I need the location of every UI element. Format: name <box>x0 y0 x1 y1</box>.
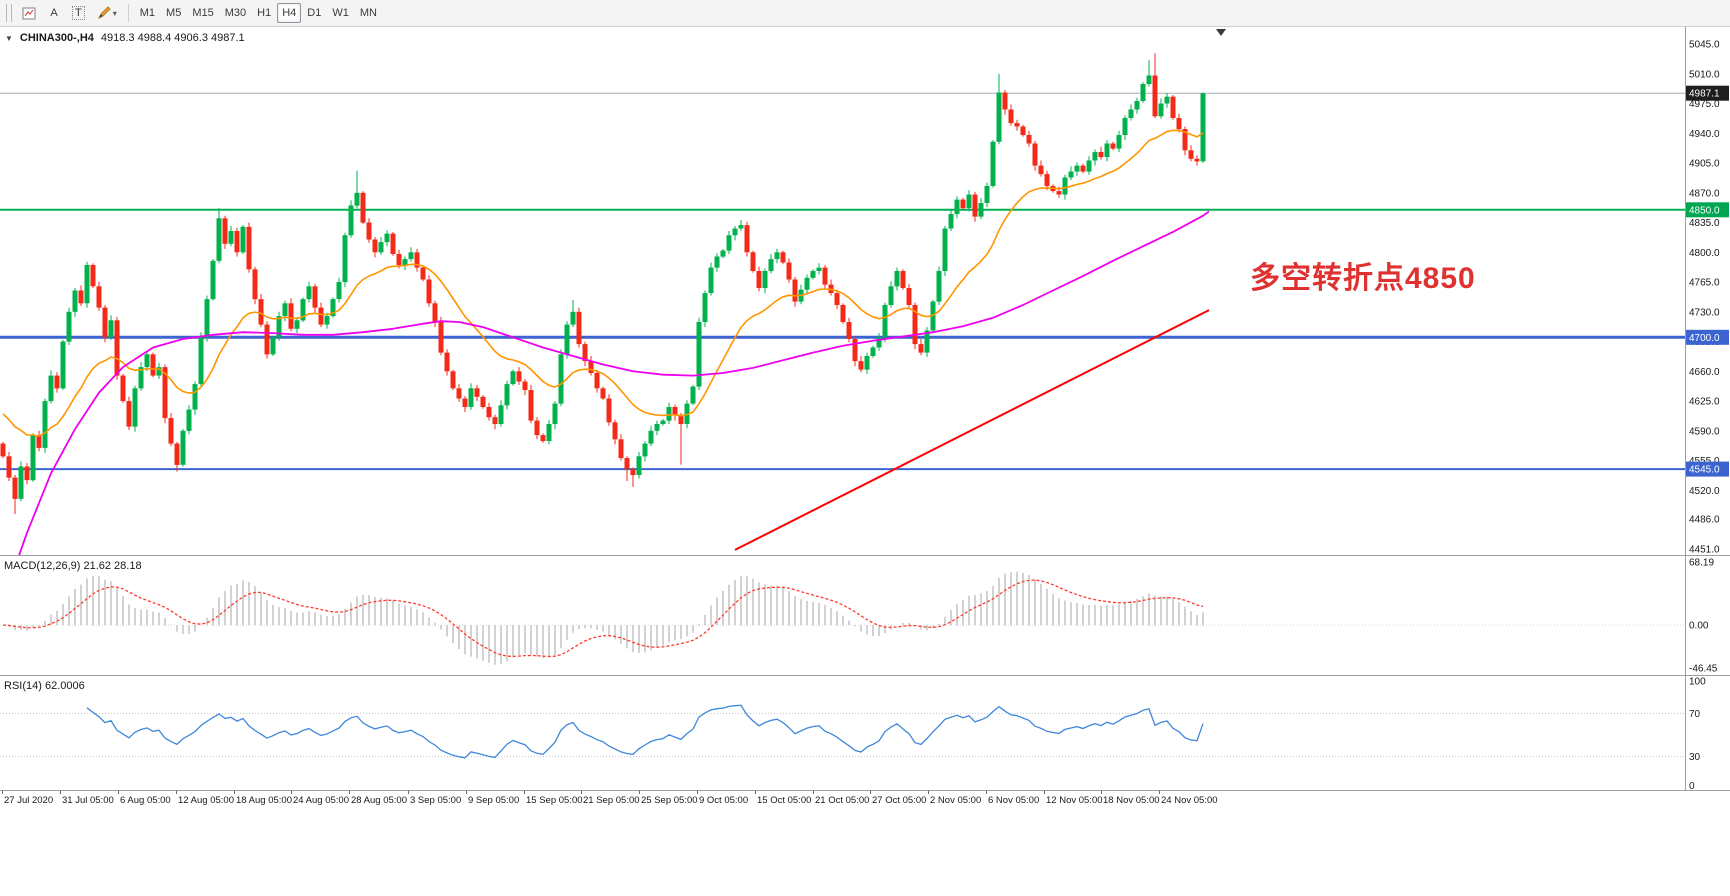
svg-text:4987.1: 4987.1 <box>1689 89 1720 100</box>
svg-text:6 Aug 05:00: 6 Aug 05:00 <box>120 795 171 806</box>
dropdown-arrow-icon: ▾ <box>112 8 117 18</box>
svg-text:15 Sep 05:00: 15 Sep 05:00 <box>526 795 583 806</box>
svg-text:2 Nov 05:00: 2 Nov 05:00 <box>930 795 981 806</box>
svg-text:70: 70 <box>1689 709 1701 720</box>
svg-text:24 Nov 05:00: 24 Nov 05:00 <box>1161 795 1218 806</box>
svg-text:4700.0: 4700.0 <box>1689 333 1720 344</box>
macd-label: MACD(12,26,9) 21.62 28.18 <box>4 560 142 572</box>
svg-text:4765.0: 4765.0 <box>1689 278 1720 289</box>
ma-fast <box>2 129 1204 437</box>
svg-text:4870.0: 4870.0 <box>1689 188 1720 199</box>
svg-text:28 Aug 05:00: 28 Aug 05:00 <box>351 795 407 806</box>
svg-text:4835.0: 4835.0 <box>1689 218 1720 229</box>
svg-text:27 Jul 2020: 27 Jul 2020 <box>4 795 53 806</box>
tf-button-d1[interactable]: D1 <box>307 7 322 19</box>
tf-button-m30[interactable]: M30 <box>224 7 247 19</box>
tf-button-w1[interactable]: W1 <box>332 7 349 19</box>
macd-signal <box>2 579 1204 658</box>
svg-text:4590.0: 4590.0 <box>1689 426 1720 437</box>
svg-text:4660.0: 4660.0 <box>1689 367 1720 378</box>
svg-text:4800.0: 4800.0 <box>1689 248 1720 259</box>
price-badge-4545.0: 4545.0 <box>1686 461 1729 477</box>
svg-text:3 Sep 05:00: 3 Sep 05:00 <box>410 795 461 806</box>
svg-text:24 Aug 05:00: 24 Aug 05:00 <box>293 795 349 806</box>
tf-button-mn[interactable]: MN <box>359 7 377 19</box>
colors-button[interactable]: ▾ <box>92 3 122 23</box>
svg-text:5045.0: 5045.0 <box>1689 40 1720 51</box>
svg-text:27 Oct 05:00: 27 Oct 05:00 <box>872 795 926 806</box>
text-annotation-button[interactable]: A <box>50 7 58 19</box>
svg-text:12 Aug 05:00: 12 Aug 05:00 <box>178 795 234 806</box>
macd-histogram <box>8 571 1204 665</box>
toolbar: A T ▾ M1 M5 M15 M30 H1 H4 D1 W1 MN <box>0 0 1730 27</box>
price-badge-4850.0: 4850.0 <box>1686 202 1729 218</box>
svg-text:4975.0: 4975.0 <box>1689 99 1720 110</box>
annotation-text[interactable]: 多空转折点4850 <box>1250 262 1476 295</box>
toolbar-grip[interactable] <box>6 4 12 22</box>
svg-text:4940.0: 4940.0 <box>1689 129 1720 140</box>
chart-window[interactable]: 5045.0 5010.0 4975.0 4940.0 4905.0 4870.0 4835… <box>0 27 1730 896</box>
svg-text:4625.0: 4625.0 <box>1689 397 1720 408</box>
svg-text:30: 30 <box>1689 752 1701 763</box>
price-badge-4700.0: 4700.0 <box>1686 329 1729 345</box>
tf-button-h4[interactable]: H4 <box>277 3 302 23</box>
svg-text:21 Sep 05:00: 21 Sep 05:00 <box>583 795 640 806</box>
svg-text:0: 0 <box>1689 781 1695 792</box>
text-box-label: T <box>72 6 85 20</box>
svg-text:5010.0: 5010.0 <box>1689 69 1720 80</box>
rsi-line <box>86 704 1204 759</box>
chart-title: CHINA300-,H4 <box>19 32 94 44</box>
svg-text:-46.45: -46.45 <box>1689 664 1718 675</box>
svg-text:9 Oct 05:00: 9 Oct 05:00 <box>699 795 748 806</box>
svg-text:21 Oct 05:00: 21 Oct 05:00 <box>815 795 869 806</box>
svg-text:0.00: 0.00 <box>1689 621 1709 632</box>
trendline <box>734 309 1210 551</box>
svg-text:15 Oct 05:00: 15 Oct 05:00 <box>757 795 811 806</box>
svg-text:12 Nov 05:00: 12 Nov 05:00 <box>1046 795 1103 806</box>
ma-slow <box>18 210 1210 555</box>
svg-text:68.19: 68.19 <box>1689 558 1714 569</box>
svg-text:4905.0: 4905.0 <box>1689 159 1720 170</box>
svg-text:4520.0: 4520.0 <box>1689 486 1720 497</box>
toolbar-separator <box>127 4 129 22</box>
chart-header: ▼ CHINA300-,H4 4918.3 4988.4 4906.3 4987… <box>5 32 245 44</box>
rsi-label: RSI(14) 62.0006 <box>4 680 85 692</box>
svg-text:31 Jul 05:00: 31 Jul 05:00 <box>62 795 114 806</box>
text-box-button[interactable]: T <box>67 3 90 23</box>
timeframe-buttons: M1 M5 M15 M30 H1 H4 D1 W1 MN <box>135 3 382 23</box>
chart-dropdown-icon[interactable]: ▼ <box>5 33 13 43</box>
tf-button-m1[interactable]: M1 <box>139 7 156 19</box>
svg-text:18 Nov 05:00: 18 Nov 05:00 <box>1103 795 1160 806</box>
chart-shift-marker[interactable] <box>1216 29 1226 36</box>
chart-menu-button[interactable] <box>17 3 41 23</box>
svg-text:4545.0: 4545.0 <box>1689 465 1720 476</box>
candles <box>0 53 1206 515</box>
price-badge-4987.1: 4987.1 <box>1686 85 1729 101</box>
svg-text:4486.0: 4486.0 <box>1689 515 1720 526</box>
crayon-icon <box>97 6 111 20</box>
svg-text:4850.0: 4850.0 <box>1689 205 1720 216</box>
svg-text:25 Sep 05:00: 25 Sep 05:00 <box>641 795 698 806</box>
svg-text:18 Aug 05:00: 18 Aug 05:00 <box>236 795 292 806</box>
price-chart[interactable]: 5045.0 5010.0 4975.0 4940.0 4905.0 4870.0 4835… <box>0 27 1730 896</box>
svg-text:9 Sep 05:00: 9 Sep 05:00 <box>468 795 519 806</box>
svg-text:6 Nov 05:00: 6 Nov 05:00 <box>988 795 1039 806</box>
chart-ohlc: 4918.3 4988.4 4906.3 4987.1 <box>100 32 245 44</box>
tf-button-h1[interactable]: H1 <box>257 7 272 19</box>
mini-chart-icon <box>22 7 36 19</box>
tf-button-m5[interactable]: M5 <box>166 7 182 19</box>
svg-text:4451.0: 4451.0 <box>1689 545 1720 556</box>
svg-text:4730.0: 4730.0 <box>1689 307 1720 318</box>
svg-text:100: 100 <box>1689 677 1706 688</box>
tf-button-m15[interactable]: M15 <box>192 7 214 19</box>
